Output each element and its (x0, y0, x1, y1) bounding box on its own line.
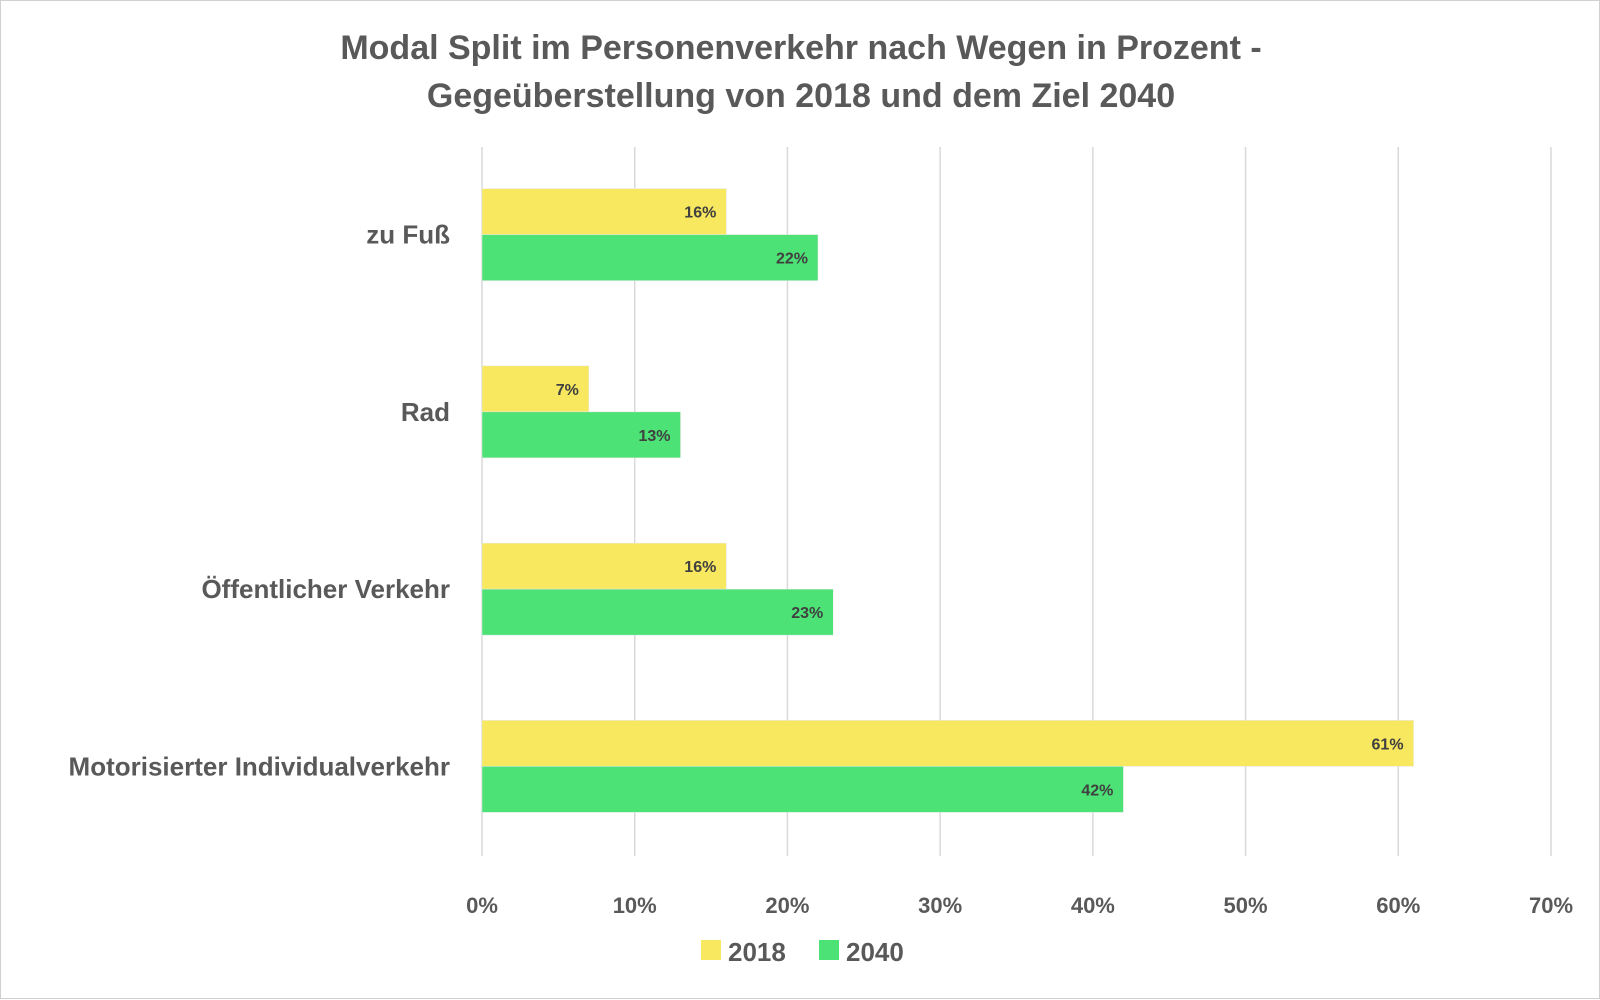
category-label: Motorisierter Individualverkehr (69, 751, 450, 781)
legend-label-2040: 2040 (846, 937, 904, 967)
data-label-2040: 42% (1081, 782, 1113, 799)
legend: 2018 2040 (701, 937, 904, 967)
x-tick-label: 60% (1376, 893, 1420, 918)
legend-swatch-2040 (819, 940, 839, 960)
x-tick-label: 20% (765, 893, 809, 918)
bar-2018 (481, 542, 727, 590)
data-label-2018: 7% (556, 382, 579, 399)
data-label-2018: 16% (684, 559, 716, 576)
bar-2018 (481, 188, 727, 235)
chart-title: Modal Split im Personenverkehr nach Wege… (340, 29, 1261, 115)
chart-title-line-1: Modal Split im Personenverkehr nach Wege… (340, 29, 1261, 67)
legend-label-2018: 2018 (728, 937, 786, 967)
x-tick-label: 0% (466, 893, 498, 918)
data-label-2018: 16% (684, 205, 716, 222)
bar-2040 (481, 588, 834, 636)
x-tick-label: 10% (613, 893, 657, 918)
data-label-2018: 61% (1372, 736, 1404, 753)
bar-2018 (481, 720, 1414, 767)
data-label-2040: 22% (776, 251, 808, 268)
x-tick-label: 50% (1224, 893, 1268, 918)
bar-2040 (481, 411, 681, 459)
x-tick-label: 30% (918, 893, 962, 918)
x-axis-tick-labels: 0% 10% 20% 30% 40% 50% 60% 70% (466, 893, 1573, 918)
chart-title-line-2: Gegeüberstellung von 2018 und dem Ziel 2… (427, 77, 1175, 115)
category-label: Rad (401, 397, 450, 427)
data-label-2040: 23% (791, 605, 823, 622)
bar-2018 (481, 365, 590, 413)
category-labels: zu Fuß Rad Öffentlicher Verkehr Motorisiert… (69, 220, 451, 782)
bar-2040 (481, 234, 819, 281)
data-labels: 16% 22% 7% 13% 16% 23% 61% 42% (556, 205, 1404, 800)
bar-2040 (481, 766, 1124, 813)
x-tick-label: 40% (1071, 893, 1115, 918)
x-tick-label: 70% (1529, 893, 1573, 918)
data-label-2040: 13% (638, 428, 670, 445)
bars (481, 188, 1414, 813)
category-label: Öffentlicher Verkehr (201, 574, 450, 604)
category-label: zu Fuß (366, 220, 450, 250)
legend-swatch-2018 (701, 940, 721, 960)
